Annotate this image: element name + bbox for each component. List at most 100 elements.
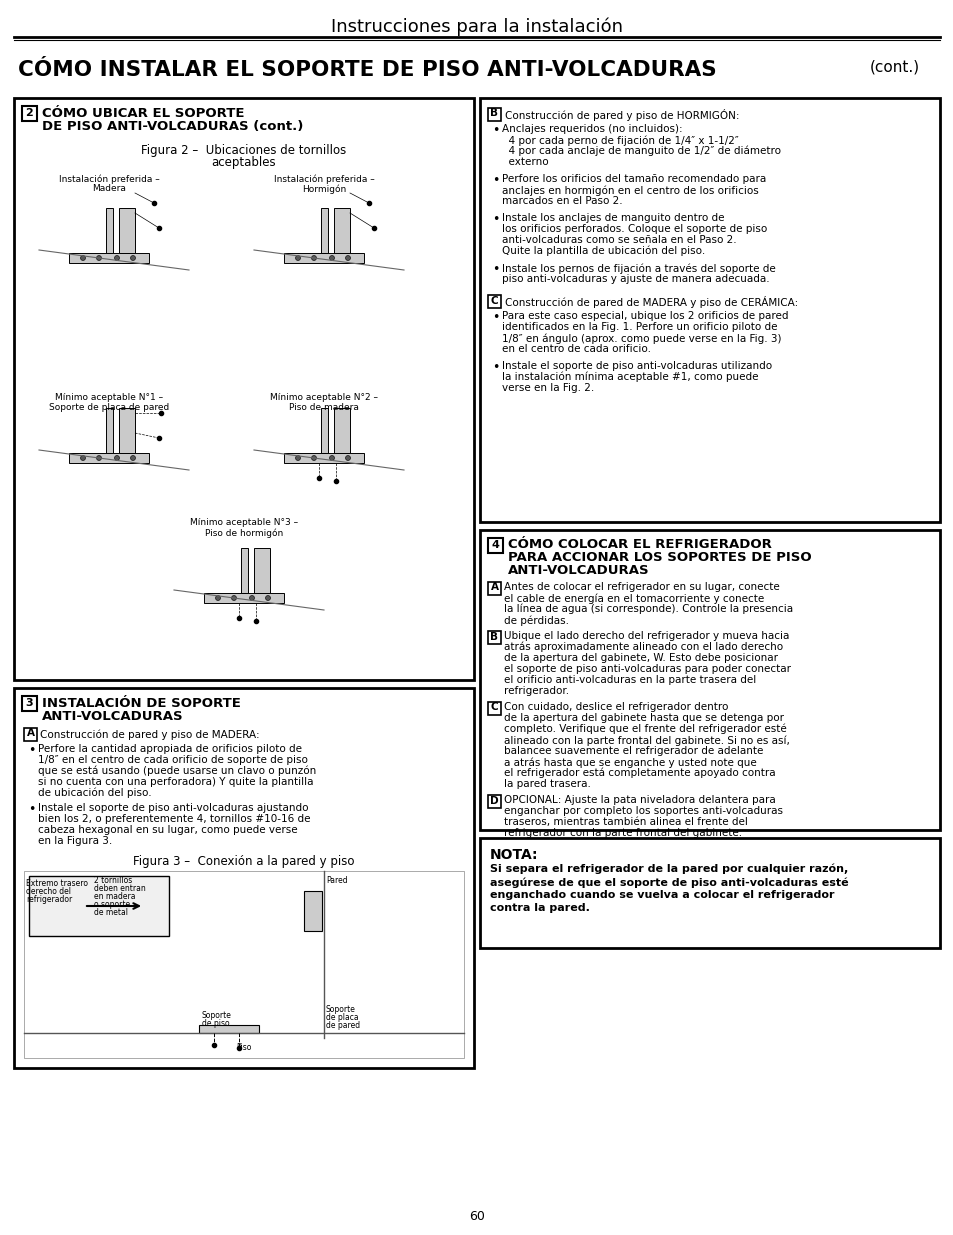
Text: piso anti-volcaduras y ajuste de manera adecuada.: piso anti-volcaduras y ajuste de manera … — [501, 274, 769, 284]
Bar — [284, 253, 364, 263]
Text: Extremo trasero: Extremo trasero — [26, 879, 88, 888]
Text: refrigerador: refrigerador — [26, 895, 72, 904]
Text: PARA ACCIONAR LOS SOPORTES DE PISO: PARA ACCIONAR LOS SOPORTES DE PISO — [507, 551, 811, 564]
Text: Construcción de pared y piso de HORMIGÓN:: Construcción de pared y piso de HORMIGÓN… — [504, 109, 739, 121]
Text: verse en la Fig. 2.: verse en la Fig. 2. — [501, 383, 594, 393]
Circle shape — [80, 456, 86, 461]
Bar — [119, 408, 135, 453]
Circle shape — [250, 595, 254, 600]
Text: •: • — [492, 124, 498, 137]
Text: 2 tornillos: 2 tornillos — [94, 876, 132, 885]
Circle shape — [96, 256, 101, 261]
Bar — [106, 408, 112, 453]
Text: traseros, mientras también alinea el frente del: traseros, mientras también alinea el fre… — [503, 818, 747, 827]
Text: aceptables: aceptables — [212, 156, 276, 169]
Bar — [204, 593, 284, 603]
Text: Mínimo aceptable N°1 –: Mínimo aceptable N°1 – — [55, 393, 163, 403]
Bar — [488, 631, 500, 643]
Text: A: A — [27, 729, 34, 739]
Text: de pared: de pared — [326, 1021, 359, 1030]
Text: Construcción de pared y piso de MADERA:: Construcción de pared y piso de MADERA: — [40, 729, 259, 740]
Circle shape — [345, 256, 350, 261]
Text: Instalación preferida –: Instalación preferida – — [274, 174, 374, 184]
Text: 4 por cada perno de fijación de 1/4″ x 1-1/2″: 4 por cada perno de fijación de 1/4″ x 1… — [501, 135, 738, 146]
Text: 4 por cada anclaje de manguito de 1/2″ de diámetro: 4 por cada anclaje de manguito de 1/2″ d… — [501, 146, 781, 157]
Text: Soporte: Soporte — [202, 1011, 232, 1020]
Bar — [488, 582, 500, 595]
Text: refrigerador con la parte frontal del gabinete.: refrigerador con la parte frontal del ga… — [503, 827, 741, 839]
Bar — [24, 727, 37, 741]
Text: B: B — [490, 109, 498, 119]
Text: en la Figura 3.: en la Figura 3. — [38, 836, 112, 846]
Text: el cable de energía en el tomacorriente y conecte: el cable de energía en el tomacorriente … — [503, 593, 763, 604]
Text: •: • — [492, 311, 498, 324]
Bar — [320, 207, 328, 253]
Text: anti-volcaduras como se señala en el Paso 2.: anti-volcaduras como se señala en el Pas… — [501, 235, 736, 245]
Text: contra la pared.: contra la pared. — [490, 903, 589, 913]
Text: ANTI-VOLCADURAS: ANTI-VOLCADURAS — [507, 564, 649, 577]
Text: 3: 3 — [26, 698, 33, 708]
Bar — [334, 408, 350, 453]
Text: Soporte: Soporte — [326, 1005, 355, 1014]
Bar — [29, 876, 169, 936]
Bar — [106, 207, 112, 253]
Text: Madera: Madera — [92, 184, 126, 193]
Text: 60: 60 — [469, 1210, 484, 1223]
Text: Instale el soporte de piso anti-volcaduras ajustando: Instale el soporte de piso anti-volcadur… — [38, 803, 308, 813]
Text: marcados en el Paso 2.: marcados en el Paso 2. — [501, 196, 622, 206]
Text: B: B — [490, 631, 498, 641]
Text: Perfore la cantidad apropiada de orificios piloto de: Perfore la cantidad apropiada de orifici… — [38, 743, 302, 755]
Bar — [69, 453, 149, 463]
Text: Instale los anclajes de manguito dentro de: Instale los anclajes de manguito dentro … — [501, 212, 723, 224]
Text: CÓMO COLOCAR EL REFRIGERADOR: CÓMO COLOCAR EL REFRIGERADOR — [507, 538, 771, 551]
Text: 1/8″ en el centro de cada orificio de soporte de piso: 1/8″ en el centro de cada orificio de so… — [38, 755, 308, 764]
Bar — [22, 106, 37, 121]
Text: •: • — [492, 263, 498, 275]
Text: atrás aproximadamente alineado con el lado derecho: atrás aproximadamente alineado con el la… — [503, 642, 782, 652]
Text: Pared: Pared — [326, 876, 347, 885]
Bar — [488, 295, 500, 308]
Bar — [304, 890, 322, 931]
Text: bien los 2, o preferentemente 4, tornillos #10-16 de: bien los 2, o preferentemente 4, tornill… — [38, 814, 310, 824]
Text: de placa: de placa — [326, 1013, 358, 1023]
Circle shape — [345, 456, 350, 461]
Text: A: A — [490, 583, 498, 593]
Bar — [199, 1025, 258, 1032]
Bar — [479, 839, 939, 948]
Text: Perfore los orificios del tamaño recomendado para: Perfore los orificios del tamaño recomen… — [501, 174, 765, 184]
Text: •: • — [492, 212, 498, 226]
Text: Figura 3 –  Conexión a la pared y piso: Figura 3 – Conexión a la pared y piso — [133, 855, 355, 868]
Bar — [479, 530, 939, 830]
Text: Ubique el lado derecho del refrigerador y mueva hacia: Ubique el lado derecho del refrigerador … — [503, 631, 788, 641]
Text: completo. Verifique que el frente del refrigerador esté: completo. Verifique que el frente del re… — [503, 724, 786, 735]
Text: CÓMO UBICAR EL SOPORTE: CÓMO UBICAR EL SOPORTE — [42, 107, 244, 120]
Text: 1/8″ en ángulo (aprox. como puede verse en la Fig. 3): 1/8″ en ángulo (aprox. como puede verse … — [501, 333, 781, 343]
Text: externo: externo — [501, 157, 548, 167]
Text: de la apertura del gabinete, W. Esto debe posicionar: de la apertura del gabinete, W. Esto deb… — [503, 653, 778, 663]
Text: INSTALACIÓN DE SOPORTE: INSTALACIÓN DE SOPORTE — [42, 697, 240, 710]
Text: si no cuenta con una perforadora) Y quite la plantilla: si no cuenta con una perforadora) Y quit… — [38, 777, 314, 787]
Text: el soporte de piso anti-volcaduras para poder conectar: el soporte de piso anti-volcaduras para … — [503, 664, 790, 674]
Text: •: • — [492, 174, 498, 186]
Bar — [241, 548, 248, 593]
Text: Mínimo aceptable N°2 –: Mínimo aceptable N°2 – — [270, 393, 377, 403]
Text: Anclajes requeridos (no incluidos):: Anclajes requeridos (no incluidos): — [501, 124, 682, 135]
Text: •: • — [28, 743, 35, 757]
Text: de metal: de metal — [94, 908, 128, 918]
Text: •: • — [492, 361, 498, 374]
Text: Piso: Piso — [236, 1044, 252, 1052]
Bar — [488, 795, 500, 808]
Bar — [253, 548, 270, 593]
Text: la pared trasera.: la pared trasera. — [503, 779, 590, 789]
Text: la instalación mínima aceptable #1, como puede: la instalación mínima aceptable #1, como… — [501, 372, 758, 383]
Text: enganchado cuando se vuelva a colocar el refrigerador: enganchado cuando se vuelva a colocar el… — [490, 890, 834, 900]
Text: Piso de madera: Piso de madera — [289, 403, 358, 412]
Text: Instalación preferida –: Instalación preferida – — [58, 174, 159, 184]
Text: D: D — [490, 795, 498, 805]
Text: Mínimo aceptable N°3 –: Mínimo aceptable N°3 – — [190, 517, 297, 527]
Text: los orificios perforados. Coloque el soporte de piso: los orificios perforados. Coloque el sop… — [501, 224, 766, 233]
Text: Con cuidado, deslice el refrigerador dentro: Con cuidado, deslice el refrigerador den… — [503, 701, 727, 713]
Circle shape — [295, 256, 300, 261]
Text: que se está usando (puede usarse un clavo o punzón: que se está usando (puede usarse un clav… — [38, 766, 315, 777]
Text: CÓMO INSTALAR EL SOPORTE DE PISO ANTI-VOLCADURAS: CÓMO INSTALAR EL SOPORTE DE PISO ANTI-VO… — [18, 61, 716, 80]
